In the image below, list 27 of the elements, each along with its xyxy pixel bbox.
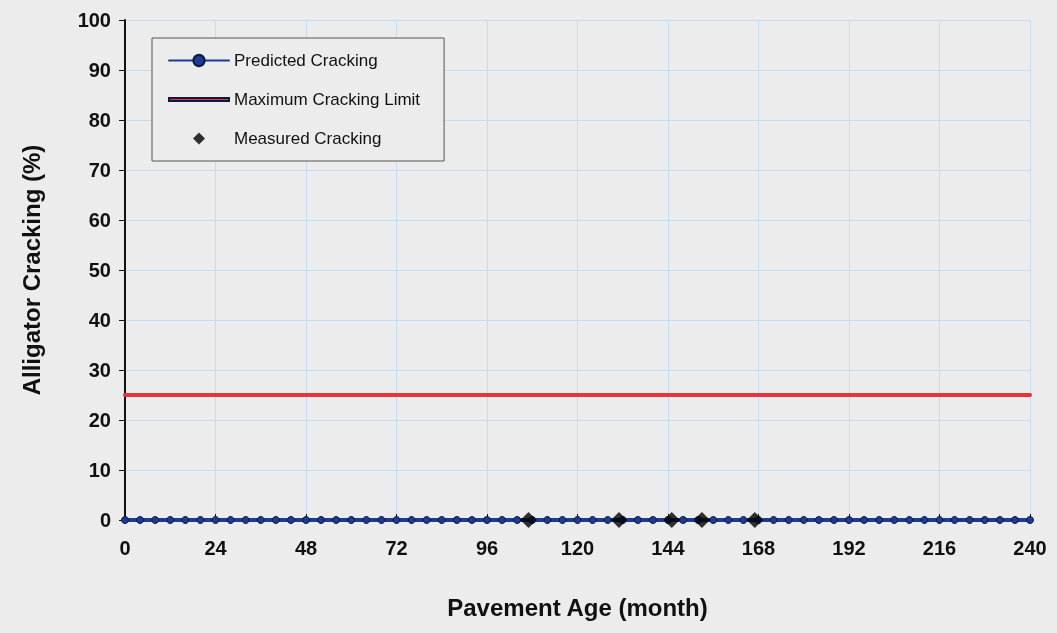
x-tick-label: 192 [832, 537, 866, 559]
x-tick-label: 144 [651, 537, 686, 559]
y-tick-label: 30 [88, 359, 111, 381]
y-tick-label: 50 [88, 259, 111, 281]
x-tick-label: 48 [294, 537, 318, 559]
x-tick-label: 24 [204, 537, 228, 559]
x-tick-label: 168 [741, 537, 776, 559]
x-tick-label: 240 [1013, 537, 1047, 559]
y-tick-label: 0 [99, 509, 111, 531]
legend-label: Measured Cracking [234, 129, 382, 148]
x-tick-label: 216 [922, 537, 957, 559]
y-tick-label: 20 [88, 409, 111, 431]
x-tick-label: 72 [385, 537, 408, 559]
y-tick-label: 10 [88, 459, 111, 481]
x-axis-title: Pavement Age (month) [447, 593, 708, 621]
y-tick-label: 70 [88, 159, 111, 181]
x-tick-label: 120 [560, 537, 595, 559]
y-tick-label: 40 [88, 309, 111, 331]
y-tick-label: 100 [77, 9, 111, 31]
legend-label: Predicted Cracking [234, 51, 378, 70]
x-tick-label: 96 [475, 537, 499, 559]
x-tick-label: 0 [119, 537, 131, 559]
y-tick-label: 60 [88, 209, 111, 231]
legend-label: Maximum Cracking Limit [234, 90, 421, 109]
y-axis-title: Alligator Cracking (%) [17, 144, 45, 396]
y-tick-label: 80 [88, 109, 111, 131]
y-tick-label: 90 [88, 59, 111, 81]
